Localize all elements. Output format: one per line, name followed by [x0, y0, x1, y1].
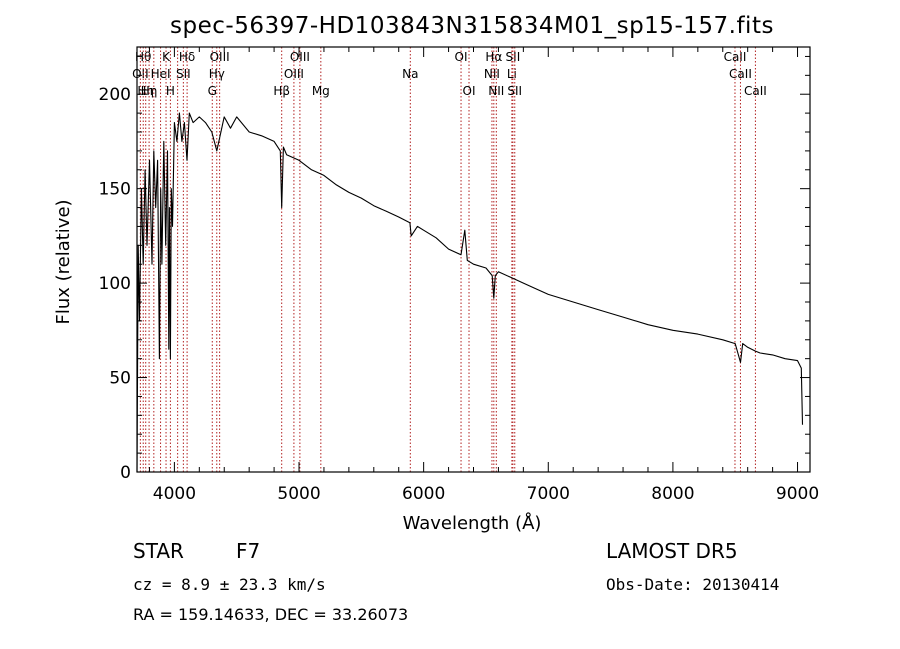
coordinates: RA = 159.14633, DEC = 33.26073 — [133, 605, 408, 624]
y-tick-label: 50 — [109, 369, 131, 389]
spectral-line-label: Mg — [312, 84, 330, 98]
y-tick-label: 150 — [99, 180, 131, 200]
spectral-line-label: Na — [402, 67, 418, 81]
spectral-line-label: Hβ — [273, 84, 290, 98]
spectral-line-markers: OIIHθHηHηHeIKHSIIHδGHγOIIIHβOIIIOIIIMgNa… — [132, 47, 767, 472]
spectral-line-label: Hγ — [209, 67, 225, 81]
spectral-line-label: G — [208, 84, 217, 98]
spectral-line-label: Hθ — [135, 50, 151, 64]
object-subclass: F7 — [236, 539, 260, 563]
plot-frame — [136, 46, 811, 473]
spectral-line-label: OIII — [284, 67, 304, 81]
spectral-line-label: NII — [484, 67, 500, 81]
x-axis-label: Wavelength (Å) — [403, 512, 542, 534]
x-tick-label: 7000 — [527, 484, 570, 504]
spectral-line-label: OI — [455, 50, 468, 64]
spectral-line-label: Li — [507, 67, 517, 81]
spectral-line-label: H — [166, 84, 175, 98]
spectral-line-label: CaII — [724, 50, 747, 64]
y-tick-label: 0 — [120, 463, 131, 483]
spectral-line-label: Hα — [485, 50, 502, 64]
x-tick-label: 8000 — [651, 484, 694, 504]
x-tick-label: 6000 — [402, 484, 445, 504]
spectral-line-label: SII — [507, 84, 522, 98]
object-class: STAR — [133, 539, 184, 563]
x-tick-label: 4000 — [153, 484, 196, 504]
spectral-line-label: SII — [506, 50, 521, 64]
chart-title: spec-56397-HD103843N315834M01_sp15-157.f… — [170, 13, 774, 39]
spectral-line-label: CaII — [744, 84, 767, 98]
survey-label: LAMOST DR5 — [606, 539, 738, 563]
x-tick-label: 9000 — [776, 484, 819, 504]
y-tick-label: 200 — [99, 85, 131, 105]
observation-date: Obs-Date: 20130414 — [606, 575, 779, 594]
y-tick-label: 100 — [99, 274, 131, 294]
spectral-line-label: OII — [132, 67, 149, 81]
spectral-line-label: NII — [488, 84, 504, 98]
spectral-line-label: HeI — [151, 67, 171, 81]
y-axis-label: Flux (relative) — [53, 199, 74, 324]
spectral-line-label: OIII — [290, 50, 310, 64]
x-tick-label: 5000 — [277, 484, 320, 504]
redshift-cz: cz = 8.9 ± 23.3 km/s — [133, 575, 326, 594]
y-axis-ticks: 0 50 100 150 200 — [99, 55, 810, 483]
spectral-line-label: OI — [463, 84, 476, 98]
spectrum-series-line — [136, 112, 804, 473]
spectral-line-label: Hδ — [179, 50, 195, 64]
x-axis-ticks: 4000 5000 6000 7000 8000 9000 — [148, 47, 819, 504]
spectral-line-label: SII — [176, 67, 191, 81]
spectral-line-label: OIII — [210, 50, 230, 64]
spectral-line-label: K — [162, 50, 171, 64]
spectral-line-label: CaII — [729, 67, 752, 81]
spectral-line-label: Hη — [141, 84, 158, 98]
